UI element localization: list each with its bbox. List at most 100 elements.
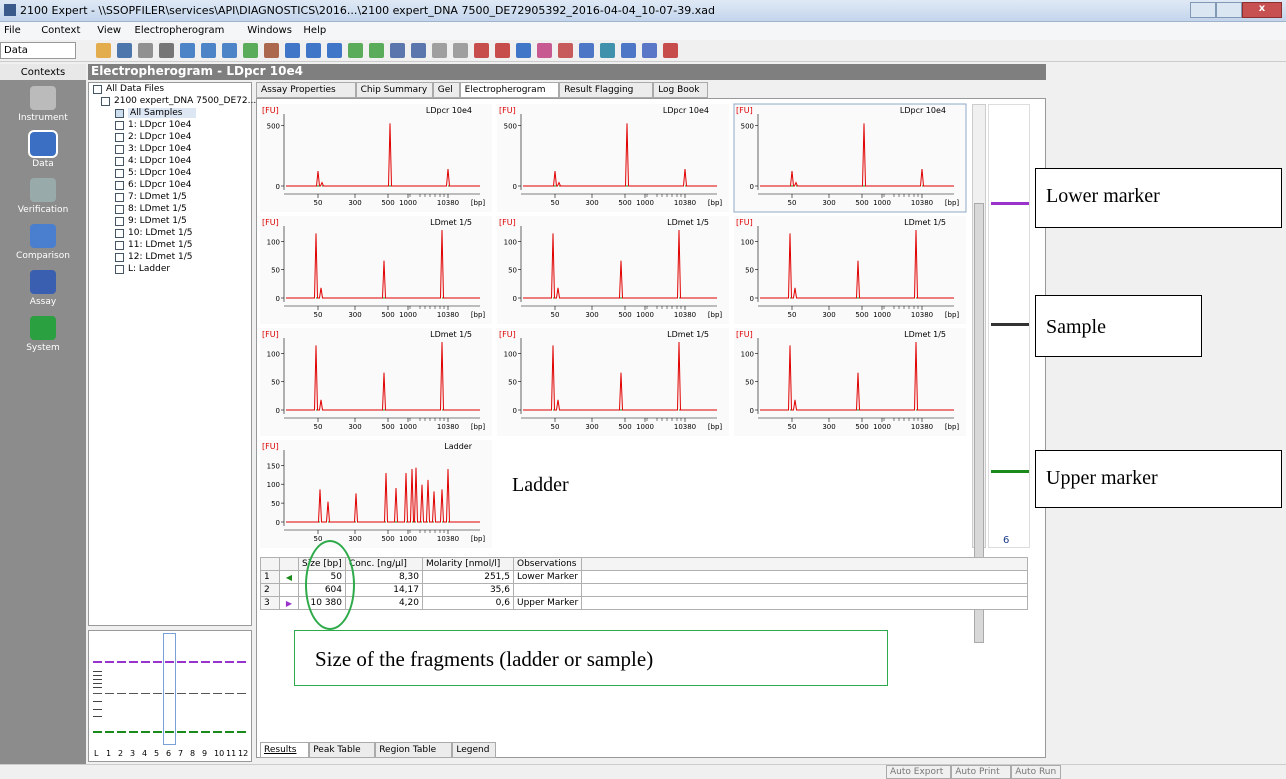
gel-band — [93, 693, 102, 694]
status-button[interactable]: Auto Print — [951, 765, 1011, 779]
tab[interactable]: Log Book — [653, 82, 708, 98]
context-icon[interactable] — [30, 178, 56, 202]
toolbar-button[interactable] — [453, 43, 468, 58]
gel-lane-label[interactable]: 2 — [118, 749, 123, 758]
gel-lane-label[interactable]: 12 — [238, 749, 248, 758]
gel-lane-label[interactable]: 1 — [106, 749, 111, 758]
toolbar-button[interactable] — [495, 43, 510, 58]
toolbar-button[interactable] — [369, 43, 384, 58]
gel-band — [237, 661, 246, 663]
gel-lane-label[interactable]: 11 — [226, 749, 236, 758]
toolbar-button[interactable] — [663, 43, 678, 58]
tab[interactable]: Electropherogram — [460, 82, 560, 98]
tab[interactable]: Assay Properties — [256, 82, 356, 98]
context-label[interactable]: Data — [0, 159, 86, 169]
tree-item[interactable]: 11: LDmet 1/5 — [128, 240, 192, 250]
tree-item[interactable]: 1: LDpcr 10e4 — [128, 120, 192, 130]
toolbar-button[interactable] — [411, 43, 426, 58]
toolbar-button[interactable] — [390, 43, 405, 58]
context-icon[interactable] — [30, 270, 56, 294]
toolbar-button[interactable] — [348, 43, 363, 58]
bottom-tab[interactable]: Results — [260, 742, 309, 758]
toolbar-button[interactable] — [306, 43, 321, 58]
gel-lane-label[interactable]: 7 — [178, 749, 183, 758]
size-column-highlight — [305, 540, 355, 630]
tree-item[interactable]: 10: LDmet 1/5 — [128, 228, 192, 238]
context-label[interactable]: Verification — [0, 205, 86, 215]
context-label[interactable]: System — [0, 343, 86, 353]
tree-item[interactable]: 2: LDpcr 10e4 — [128, 132, 192, 142]
gel-lane-label[interactable]: 5 — [154, 749, 159, 758]
gel-lane-label[interactable]: 9 — [202, 749, 207, 758]
toolbar-button[interactable] — [621, 43, 636, 58]
menu-item[interactable]: Electropherogram — [135, 25, 225, 36]
toolbar-button[interactable] — [327, 43, 342, 58]
minimize-button[interactable] — [1190, 2, 1216, 18]
gel-lane-label[interactable]: 10 — [214, 749, 224, 758]
context-dropdown[interactable]: Data — [0, 42, 76, 59]
toolbar-button[interactable] — [642, 43, 657, 58]
tree-item[interactable]: L: Ladder — [128, 264, 170, 274]
toolbar-button[interactable] — [432, 43, 447, 58]
maximize-button[interactable] — [1216, 2, 1242, 18]
context-label[interactable]: Instrument — [0, 113, 86, 123]
scrollbar[interactable] — [972, 104, 986, 548]
toolbar-button[interactable] — [243, 43, 258, 58]
toolbar-button[interactable] — [138, 43, 153, 58]
gel-lane-label[interactable]: 6 — [166, 749, 171, 758]
toolbar-button[interactable] — [516, 43, 531, 58]
toolbar-button[interactable] — [537, 43, 552, 58]
bottom-tab[interactable]: Legend — [452, 742, 496, 758]
toolbar-button[interactable] — [474, 43, 489, 58]
gel-lane-label[interactable]: L — [94, 749, 98, 758]
tree-item[interactable]: 9: LDmet 1/5 — [128, 216, 187, 226]
toolbar-button[interactable] — [222, 43, 237, 58]
tree-item[interactable]: All Data Files — [106, 84, 164, 94]
tree-item[interactable]: 8: LDmet 1/5 — [128, 204, 187, 214]
gel-lane-label[interactable]: 8 — [190, 749, 195, 758]
toolbar-button[interactable] — [159, 43, 174, 58]
toolbar-button[interactable] — [579, 43, 594, 58]
status-button[interactable]: Auto Run — [1011, 765, 1061, 779]
menu-item[interactable]: View — [97, 25, 121, 36]
tree-item[interactable]: All Samples — [128, 108, 196, 118]
menu-bar: File Context View Electropherogram Windows He… — [0, 22, 1286, 40]
status-button[interactable]: Auto Export — [886, 765, 951, 779]
tree-item[interactable]: 12: LDmet 1/5 — [128, 252, 192, 262]
context-icon[interactable] — [30, 132, 56, 156]
toolbar-button[interactable] — [96, 43, 111, 58]
context-label[interactable]: Assay — [0, 297, 86, 307]
context-icon[interactable] — [30, 86, 56, 110]
toolbar-button[interactable] — [117, 43, 132, 58]
context-label[interactable]: Comparison — [0, 251, 86, 261]
tree-item[interactable]: 5: LDpcr 10e4 — [128, 168, 192, 178]
bottom-tab[interactable]: Peak Table — [309, 742, 375, 758]
gel-band — [129, 693, 138, 694]
close-button[interactable]: x — [1242, 2, 1282, 18]
menu-item[interactable]: Windows — [247, 25, 292, 36]
toolbar-button[interactable] — [264, 43, 279, 58]
gel-lane-label[interactable]: 3 — [130, 749, 135, 758]
observation-cell: Upper Marker — [514, 597, 582, 610]
context-icon[interactable] — [30, 316, 56, 340]
toolbar-button[interactable] — [558, 43, 573, 58]
toolbar-button[interactable] — [600, 43, 615, 58]
menu-item[interactable]: Help — [303, 25, 326, 36]
tab[interactable]: Gel — [433, 82, 460, 98]
toolbar-button[interactable] — [285, 43, 300, 58]
tab[interactable]: Result Flagging — [559, 82, 653, 98]
menu-item[interactable]: Context — [41, 25, 80, 36]
tree-item[interactable]: 2100 expert_DNA 7500_DE72... — [114, 96, 256, 106]
menu-item[interactable]: File — [4, 25, 21, 36]
tab[interactable]: Chip Summary — [356, 82, 433, 98]
context-icon[interactable] — [30, 224, 56, 248]
toolbar-button[interactable] — [201, 43, 216, 58]
bottom-tab[interactable]: Region Table — [375, 742, 452, 758]
tree-item[interactable]: 7: LDmet 1/5 — [128, 192, 187, 202]
tree-item[interactable]: 4: LDpcr 10e4 — [128, 156, 192, 166]
tree-item[interactable]: 3: LDpcr 10e4 — [128, 144, 192, 154]
y-tick-label: 50 — [271, 379, 280, 387]
toolbar-button[interactable] — [180, 43, 195, 58]
gel-lane-label[interactable]: 4 — [142, 749, 147, 758]
tree-item[interactable]: 6: LDpcr 10e4 — [128, 180, 192, 190]
